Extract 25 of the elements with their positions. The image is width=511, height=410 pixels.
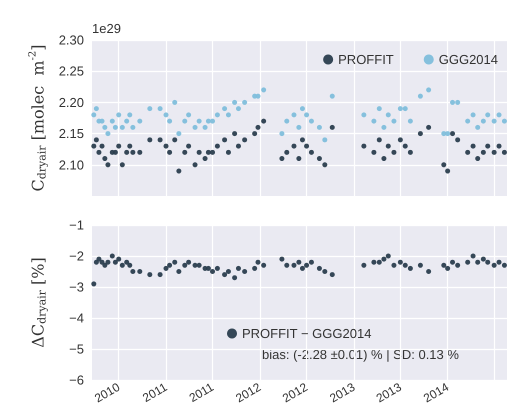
text: 1e29 [92, 21, 121, 36]
x-tick-label: 2014 [421, 380, 452, 406]
y-tick-label: 2.30 [58, 32, 84, 48]
y-axis-title: ΔCdryair [%] [28, 257, 48, 348]
x-tick-label: 2011 [140, 380, 170, 405]
y-tick-label: −5 [69, 342, 84, 356]
y-tick-label: −6 [69, 372, 84, 388]
y-tick-label: −4 [69, 310, 84, 326]
x-tick-label: 2010 [92, 380, 123, 406]
y-tick-label: 2.25 [58, 64, 84, 79]
x-tick-label: 2013 [327, 380, 358, 406]
legend-label: GGG2014 [438, 52, 498, 67]
y-tick-label: −2 [69, 248, 84, 264]
legend-label: PROFFIT [338, 52, 394, 67]
y-tick-label: −3 [69, 280, 84, 294]
x-tick-label: 2013 [374, 380, 404, 406]
y-axis-title: Cdryair [molec m-2] [28, 44, 48, 192]
y-tick-label: 2.10 [58, 157, 84, 172]
y-tick-label: 2.15 [58, 126, 84, 142]
x-tick-label: 2011 [186, 380, 216, 405]
x-tick-label: 2012 [233, 380, 264, 406]
x-tick-label: 2012 [280, 380, 310, 406]
y-tick-label: 2.20 [58, 94, 84, 110]
legend-label: PROFFIT − GGG2014 [242, 326, 372, 341]
y-tick-label: −1 [69, 218, 84, 232]
